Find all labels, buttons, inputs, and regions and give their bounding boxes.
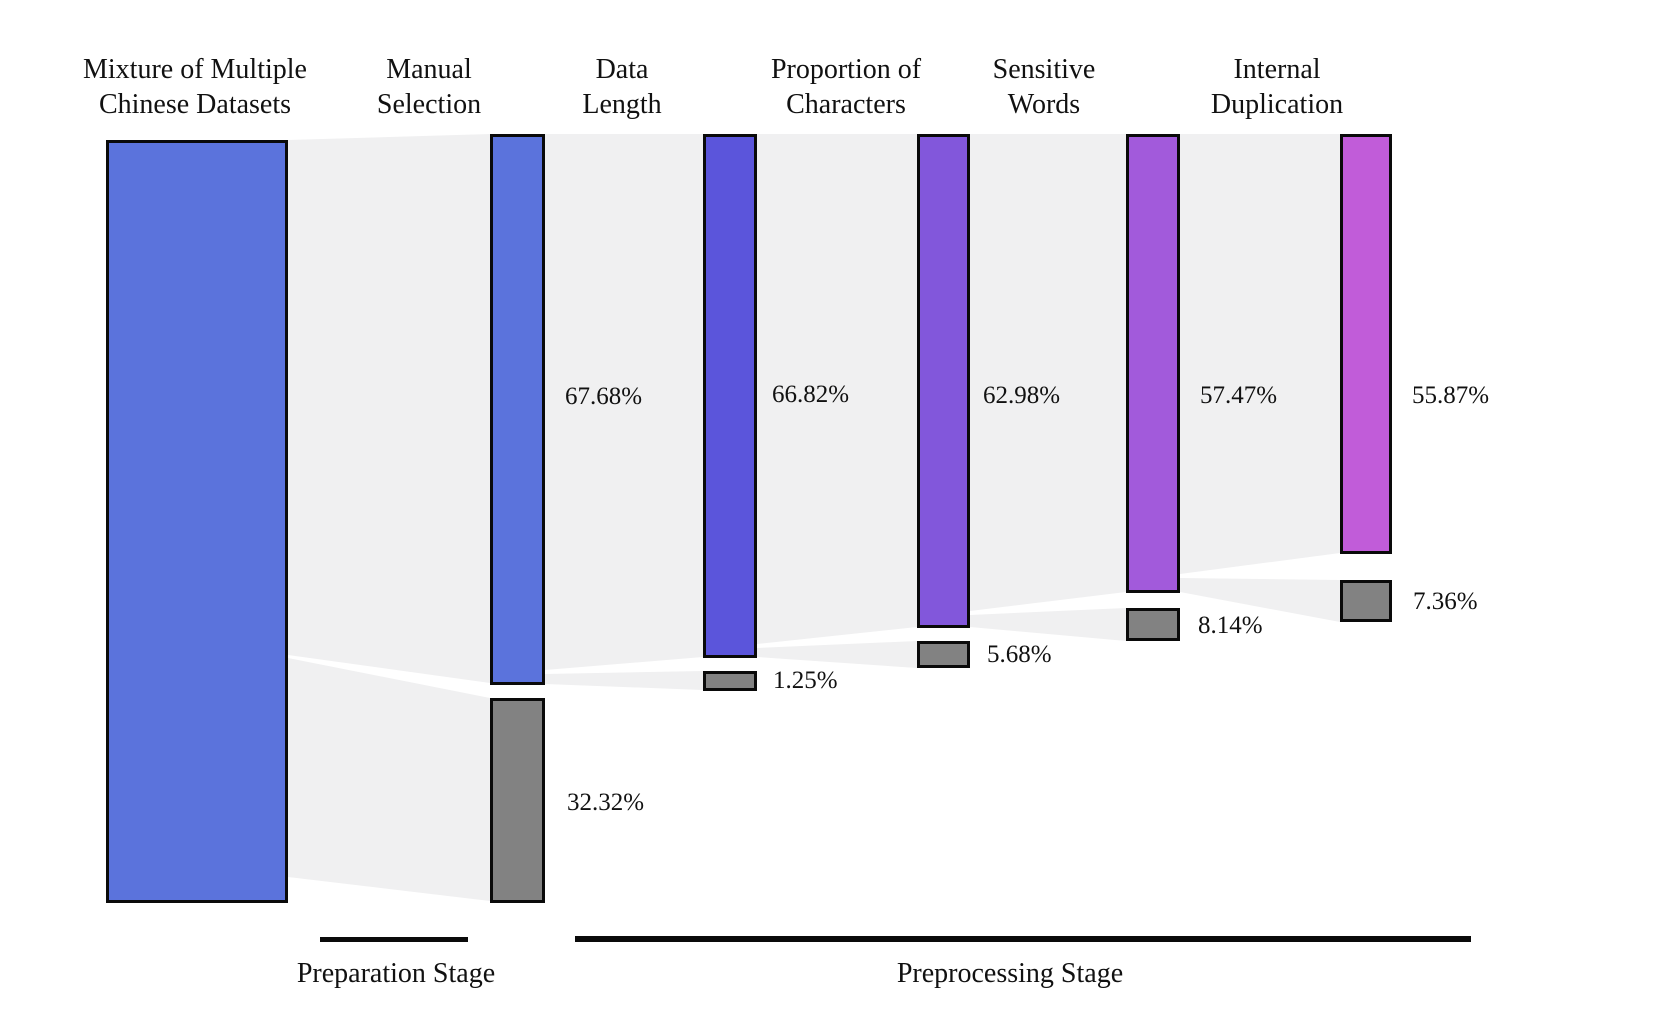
header-internal-duplication: Internal Duplication (1211, 52, 1343, 122)
header-source-line2: Chinese Datasets (98, 89, 292, 120)
flow-main-2 (545, 134, 703, 670)
flow-reject-4 (970, 608, 1126, 641)
header-proportion-of-characters-line1: Proportion of (770, 54, 922, 85)
flow-main-4 (970, 134, 1126, 611)
header-data-length-line2: Length (582, 89, 662, 120)
label-kept-manual-selection: 67.68% (565, 383, 643, 410)
flow-reject-3 (757, 641, 917, 668)
flow-reject-1 (288, 658, 490, 901)
label-kept-data-length: 66.82% (772, 381, 850, 408)
bar-kept-sensitive-words (1126, 134, 1180, 593)
preparation-stage-label: Preparation Stage (296, 958, 496, 989)
label-kept-internal-duplication: 55.87% (1412, 382, 1490, 409)
preparation-stage-line (320, 937, 468, 942)
bar-removed-proportion-of-characters (917, 641, 970, 668)
label-removed-sensitive-words: 8.14% (1198, 612, 1263, 639)
header-data-length: Data Length (582, 52, 661, 122)
header-data-length-line1: Data (595, 54, 649, 85)
preprocessing-stage-line (575, 936, 1471, 942)
bar-removed-manual-selection (490, 698, 545, 903)
bar-removed-data-length (703, 671, 757, 691)
flow-reject-2 (545, 671, 703, 690)
bar-removed-sensitive-words (1126, 608, 1180, 641)
header-proportion-of-characters-line2: Characters (786, 89, 906, 120)
header-manual-selection-line2: Selection (376, 89, 482, 120)
bar-kept-proportion-of-characters (917, 134, 970, 628)
flow-main-5 (1180, 134, 1340, 574)
bar-source (106, 140, 288, 903)
flow-main-1 (288, 134, 490, 683)
preprocessing-stage-label: Preprocessing Stage (896, 958, 1124, 989)
header-sensitive-words: Sensitive Words (993, 52, 1096, 122)
header-sensitive-words-line1: Sensitive (992, 54, 1096, 85)
header-manual-selection-line1: Manual (386, 54, 472, 85)
bar-kept-internal-duplication (1340, 134, 1392, 554)
header-manual-selection: Manual Selection (377, 52, 481, 122)
header-source-line1: Mixture of Multiple (83, 54, 307, 85)
header-sensitive-words-line2: Words (1007, 89, 1081, 120)
label-removed-data-length: 1.25% (773, 667, 838, 694)
label-removed-internal-duplication: 7.36% (1413, 588, 1478, 615)
flow-main-3 (757, 134, 917, 644)
label-kept-proportion-of-characters: 62.98% (983, 382, 1061, 409)
label-removed-proportion-of-characters: 5.68% (987, 641, 1052, 668)
header-internal-duplication-line2: Duplication (1210, 89, 1344, 120)
bar-removed-internal-duplication (1340, 580, 1392, 622)
bar-kept-data-length (703, 134, 757, 658)
label-kept-sensitive-words: 57.47% (1200, 382, 1278, 409)
header-proportion-of-characters: Proportion of Characters (771, 52, 921, 122)
header-internal-duplication-line1: Internal (1233, 54, 1321, 85)
label-removed-manual-selection: 32.32% (567, 789, 645, 816)
header-source: Mixture of Multiple Chinese Datasets (83, 52, 307, 122)
bar-kept-manual-selection (490, 134, 545, 685)
flow-reject-5 (1180, 578, 1340, 622)
